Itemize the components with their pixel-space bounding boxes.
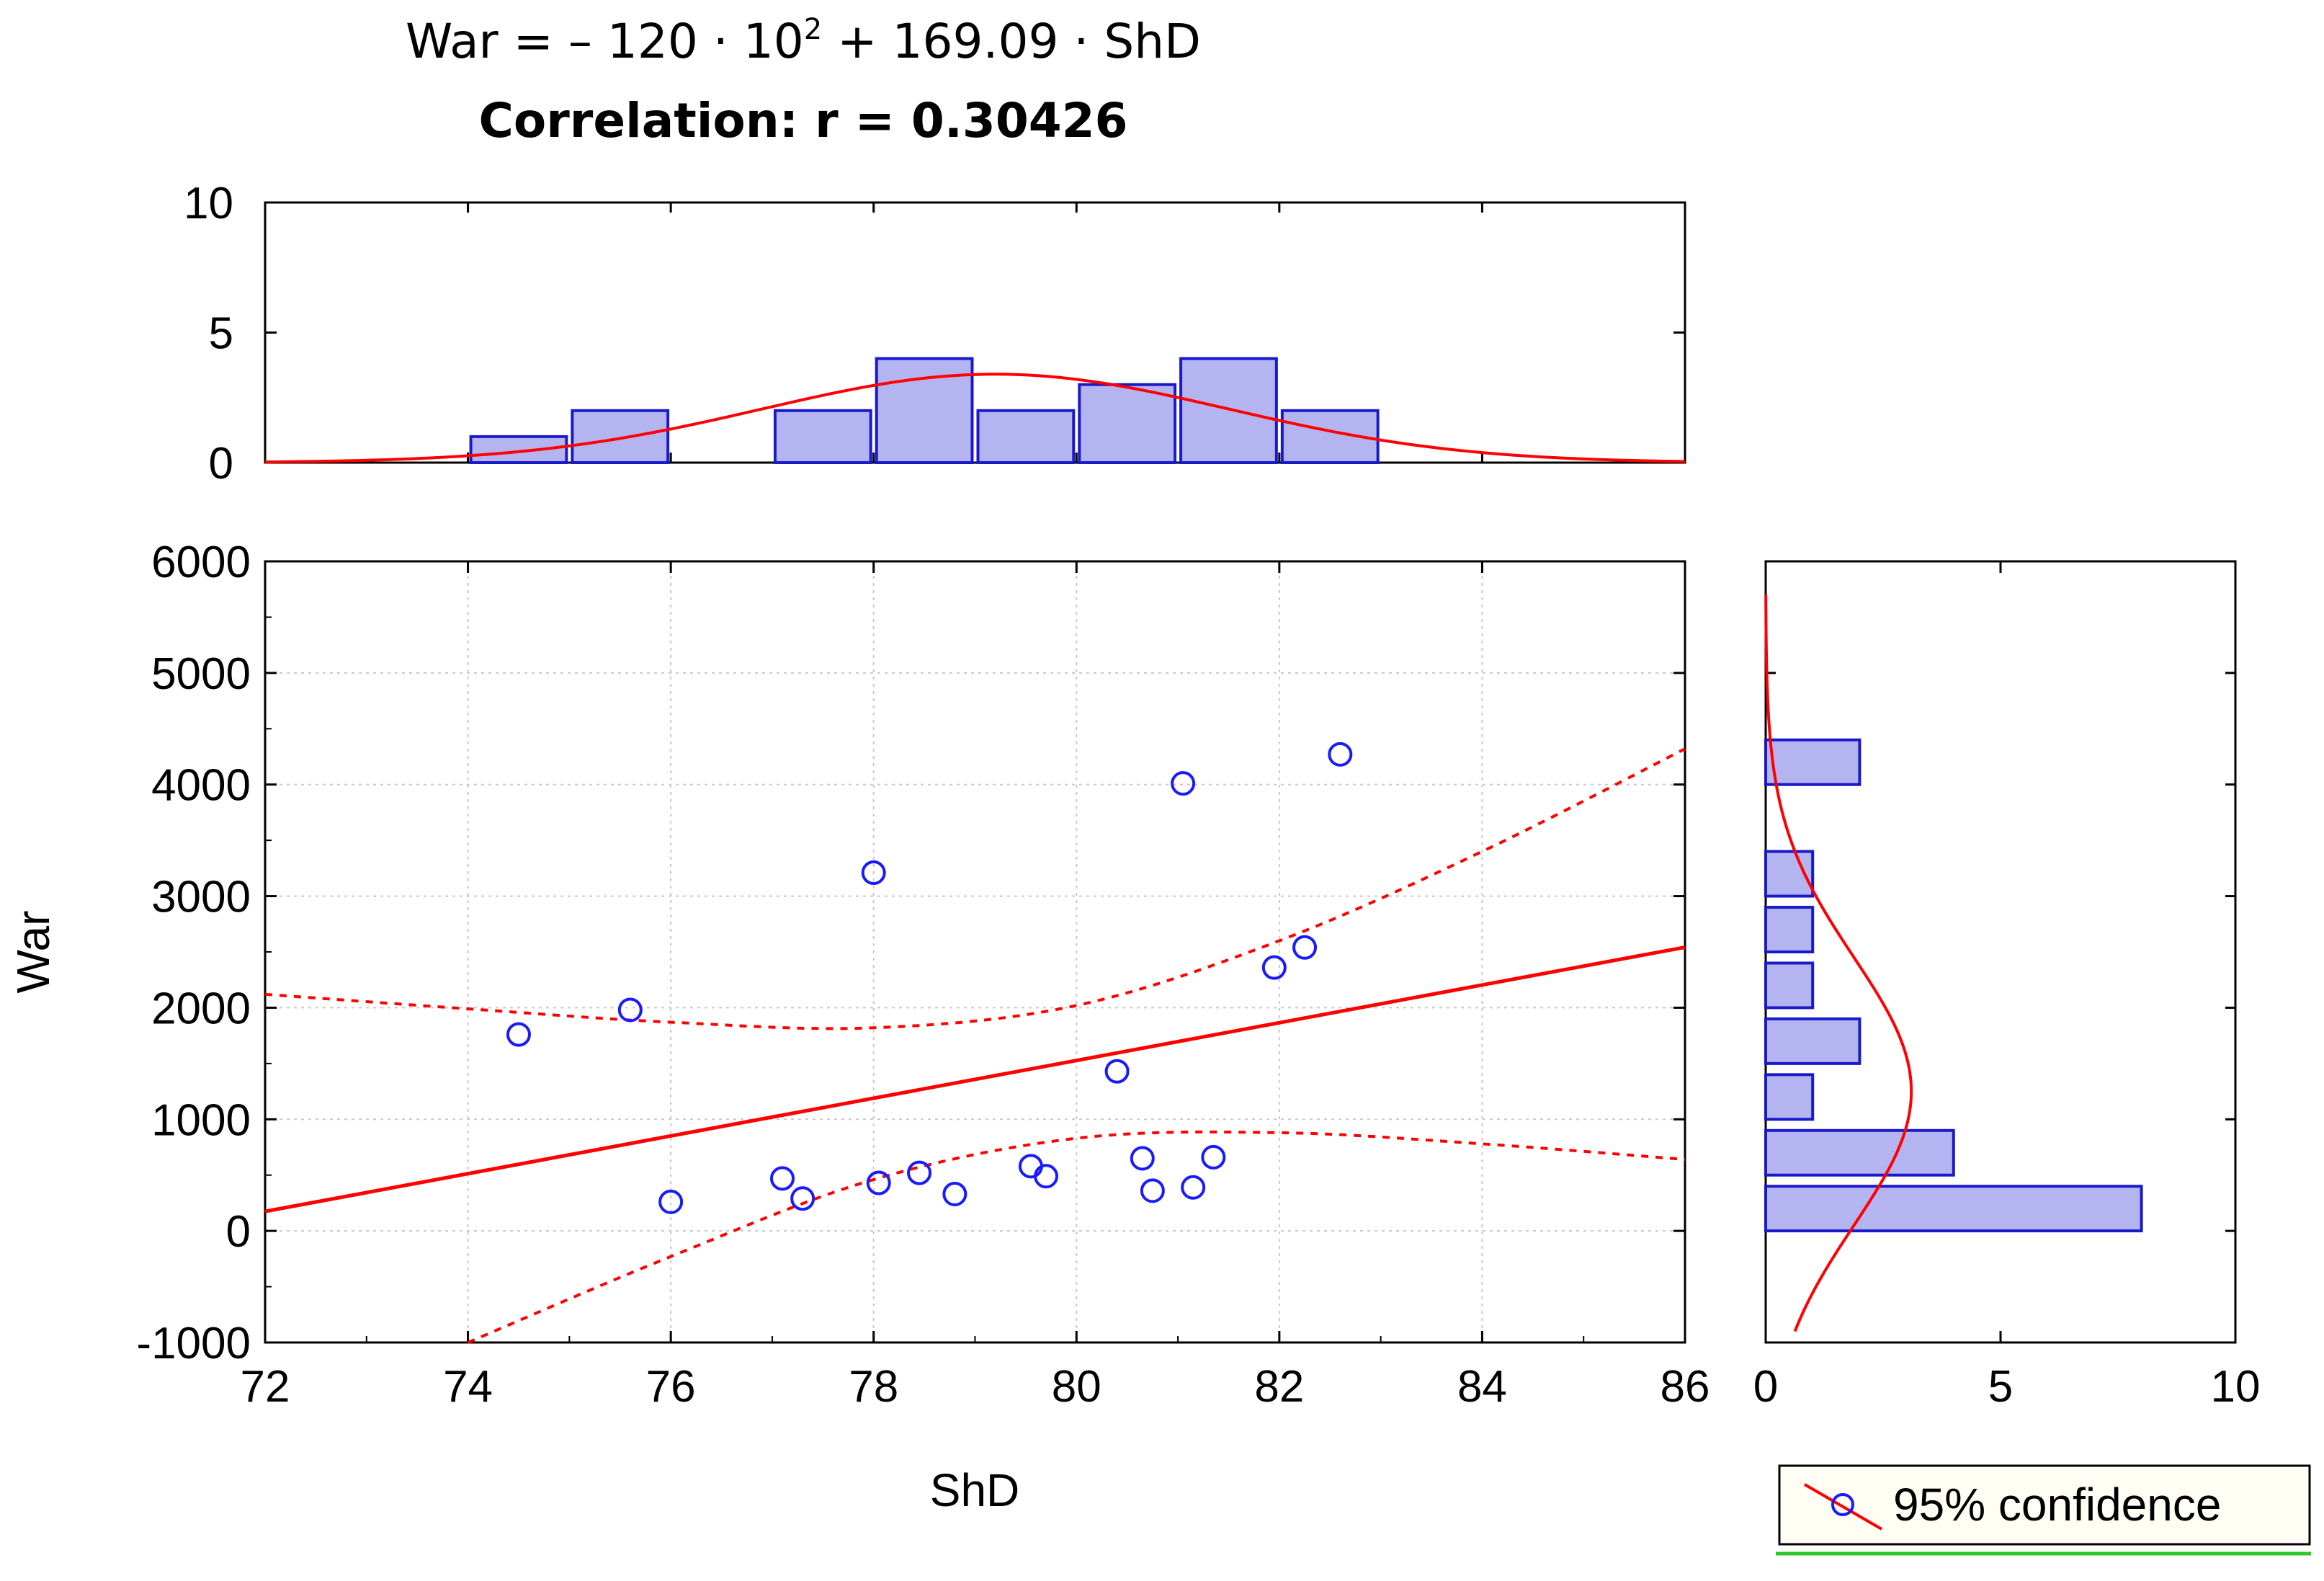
x-tick-label: 80 bbox=[1052, 1362, 1101, 1412]
data-point bbox=[1104, 1059, 1130, 1084]
data-point bbox=[866, 1170, 891, 1195]
legend-circle-icon bbox=[1831, 1493, 1854, 1516]
legend-label: 95% confidence bbox=[1893, 1479, 2221, 1531]
y-tick-label: -1000 bbox=[136, 1319, 251, 1368]
data-point bbox=[1034, 1164, 1059, 1189]
top-histogram-bar bbox=[1179, 357, 1278, 464]
side-histogram-bar bbox=[1764, 738, 1862, 786]
x-tick-label: 82 bbox=[1254, 1362, 1304, 1412]
scatter-axes: -1000 0 1000 2000 3000 4000 5000 6000 72 74 76 78 80… bbox=[136, 538, 1710, 1412]
top-hist-y-tick-label: 5 bbox=[209, 309, 233, 359]
y-axis-label: War bbox=[7, 911, 59, 994]
scatter-points bbox=[506, 741, 1353, 1214]
data-point bbox=[861, 860, 886, 886]
top-histogram-bar bbox=[976, 409, 1076, 464]
data-point bbox=[942, 1182, 967, 1207]
y-tick-label: 2000 bbox=[151, 984, 251, 1033]
data-point bbox=[1292, 935, 1318, 960]
chart-title-correlation: Correlation: r = 0.30426 bbox=[478, 93, 1127, 148]
y-tick-label: 0 bbox=[226, 1207, 251, 1257]
side-histogram-bars bbox=[1764, 738, 2143, 1233]
top-histogram-bar bbox=[1078, 383, 1177, 465]
side-histogram-bar bbox=[1764, 1185, 2143, 1233]
side-hist-x-tick-label: 5 bbox=[1988, 1362, 2013, 1412]
x-tick-label: 78 bbox=[849, 1362, 898, 1412]
data-point bbox=[1171, 771, 1196, 796]
data-point bbox=[658, 1189, 684, 1214]
data-point bbox=[1261, 955, 1287, 980]
x-axis-label: ShD bbox=[930, 1464, 1020, 1516]
y-tick-label: 3000 bbox=[151, 873, 251, 922]
data-point bbox=[1130, 1146, 1155, 1171]
data-point bbox=[770, 1166, 795, 1191]
equation-prefix: War = – 120 · 10 bbox=[406, 14, 804, 69]
equation-suffix: + 169.09 · ShD bbox=[822, 14, 1201, 69]
confidence-band-lower bbox=[467, 1130, 1686, 1344]
side-histogram-normal-curve bbox=[1764, 594, 1913, 1332]
scatter-plot: -1000 0 1000 2000 3000 4000 5000 6000 72 74 76 78 80… bbox=[7, 538, 1710, 1516]
top-histogram-y-axis: 0 5 10 bbox=[184, 179, 1686, 489]
top-hist-y-tick-label: 0 bbox=[209, 439, 233, 489]
top-histogram-bars bbox=[469, 357, 1380, 465]
y-tick-label: 6000 bbox=[151, 538, 251, 587]
legend-box bbox=[1778, 1464, 2311, 1546]
top-histogram: 0 5 10 bbox=[184, 179, 1686, 489]
scatter-gridlines bbox=[265, 561, 1685, 1342]
data-point bbox=[1181, 1175, 1206, 1200]
data-point bbox=[1140, 1178, 1165, 1203]
side-histogram-x-axis: 0 5 10 bbox=[1753, 560, 2261, 1412]
y-tick-label: 1000 bbox=[151, 1095, 251, 1145]
confidence-band-upper bbox=[264, 747, 1686, 1030]
y-tick-label: 4000 bbox=[151, 761, 251, 811]
legend-line-symbol bbox=[1803, 1483, 1883, 1531]
x-tick-label: 76 bbox=[646, 1362, 696, 1412]
data-point bbox=[790, 1186, 815, 1211]
x-tick-label: 74 bbox=[443, 1362, 493, 1412]
equation-exponent: 2 bbox=[804, 13, 822, 46]
side-histogram-bar bbox=[1764, 1128, 1955, 1177]
data-point bbox=[1328, 741, 1353, 767]
top-histogram-bar bbox=[773, 409, 872, 464]
top-histogram-frame bbox=[264, 201, 1686, 464]
side-hist-x-tick-label: 0 bbox=[1753, 1362, 1778, 1412]
top-hist-y-tick-label: 10 bbox=[184, 179, 233, 228]
top-histogram-bar bbox=[571, 409, 670, 464]
data-point bbox=[1018, 1154, 1043, 1179]
legend: 95% confidence bbox=[1776, 1464, 2311, 1556]
top-histogram-bar bbox=[469, 435, 568, 465]
x-tick-label: 84 bbox=[1457, 1362, 1507, 1412]
x-tick-label: 86 bbox=[1661, 1362, 1710, 1412]
side-histogram-bar bbox=[1764, 1017, 1862, 1065]
top-histogram-normal-curve bbox=[264, 373, 1686, 464]
y-tick-label: 5000 bbox=[151, 649, 251, 699]
scatter-frame bbox=[264, 560, 1686, 1344]
side-histogram: 0 5 10 bbox=[1753, 560, 2261, 1412]
data-point bbox=[617, 997, 643, 1023]
side-histogram-bar bbox=[1764, 1073, 1815, 1121]
side-hist-x-tick-label: 10 bbox=[2211, 1362, 2261, 1412]
x-tick-label: 72 bbox=[241, 1362, 290, 1412]
regression-line bbox=[264, 945, 1686, 1213]
side-histogram-bar bbox=[1764, 906, 1815, 953]
chart-title-equation: War = – 120 · 102 + 169.09 · ShD bbox=[406, 13, 1201, 69]
side-histogram-bar bbox=[1764, 961, 1815, 1010]
data-point bbox=[1201, 1144, 1226, 1170]
data-point bbox=[506, 1022, 531, 1047]
data-point bbox=[907, 1160, 932, 1185]
